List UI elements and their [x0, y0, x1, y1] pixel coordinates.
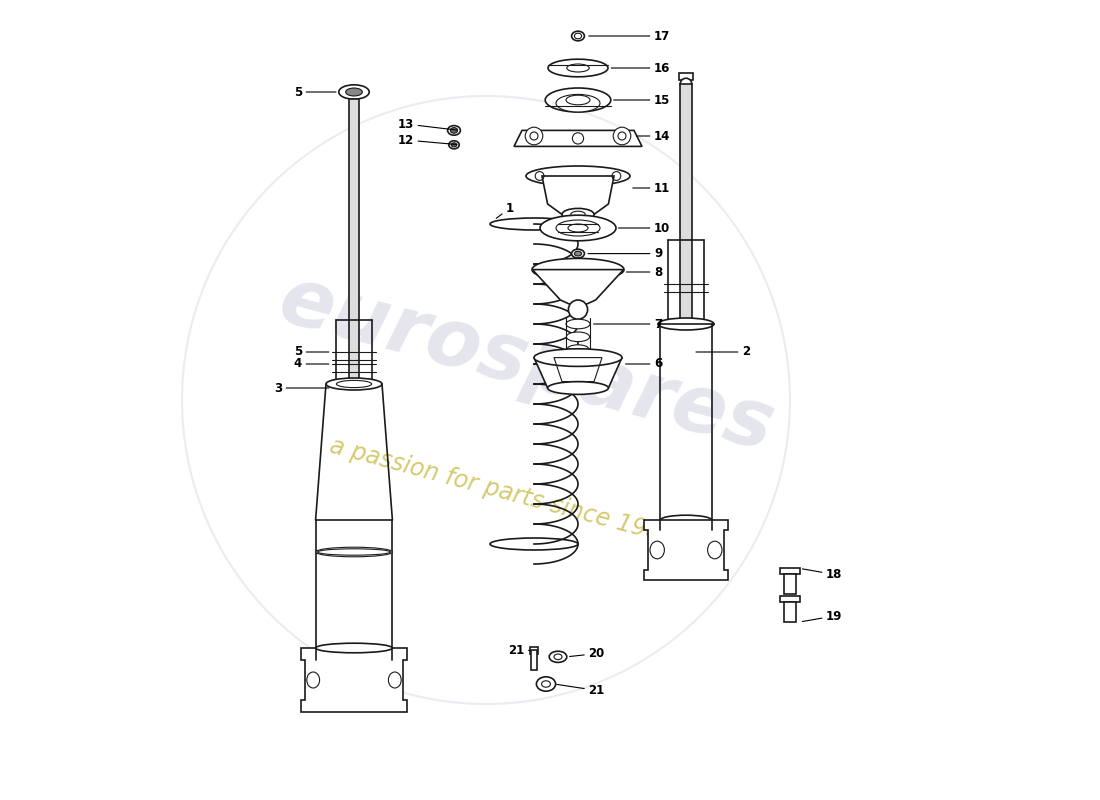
Text: 5: 5: [294, 346, 329, 358]
Ellipse shape: [572, 249, 584, 258]
Ellipse shape: [566, 332, 590, 342]
Bar: [531, 650, 537, 670]
Polygon shape: [301, 648, 407, 712]
Ellipse shape: [526, 166, 630, 186]
Ellipse shape: [316, 643, 393, 653]
Text: 13: 13: [398, 118, 456, 130]
Ellipse shape: [540, 215, 616, 241]
Text: 18: 18: [802, 568, 843, 581]
Text: 12: 12: [398, 134, 456, 146]
Text: 9: 9: [588, 247, 662, 260]
Ellipse shape: [569, 300, 587, 319]
Ellipse shape: [562, 208, 594, 220]
Ellipse shape: [316, 547, 393, 557]
Ellipse shape: [532, 258, 624, 281]
Ellipse shape: [537, 677, 556, 691]
Text: 8: 8: [626, 266, 662, 278]
Ellipse shape: [568, 370, 588, 380]
Text: 7: 7: [594, 318, 662, 330]
Ellipse shape: [568, 358, 588, 367]
Ellipse shape: [548, 382, 608, 394]
Polygon shape: [532, 270, 624, 308]
Ellipse shape: [556, 94, 600, 112]
Ellipse shape: [571, 211, 585, 218]
Ellipse shape: [534, 349, 622, 366]
Text: 14: 14: [637, 130, 670, 142]
Text: eurospares: eurospares: [271, 261, 782, 467]
Text: 16: 16: [612, 62, 670, 74]
Bar: [530, 647, 538, 654]
Ellipse shape: [450, 127, 458, 133]
Ellipse shape: [554, 654, 562, 659]
Text: a passion for parts since 1985: a passion for parts since 1985: [327, 434, 678, 550]
Bar: [780, 597, 800, 602]
Ellipse shape: [566, 64, 590, 72]
Ellipse shape: [556, 220, 600, 236]
Ellipse shape: [680, 78, 692, 90]
Bar: [679, 73, 693, 80]
Bar: [784, 602, 796, 622]
Polygon shape: [534, 358, 622, 388]
Ellipse shape: [525, 127, 542, 145]
Text: 21: 21: [508, 644, 530, 657]
Bar: [780, 568, 800, 574]
Ellipse shape: [337, 380, 372, 388]
Text: 5: 5: [294, 86, 335, 98]
Ellipse shape: [449, 141, 459, 149]
Ellipse shape: [650, 541, 664, 558]
Text: 20: 20: [570, 647, 605, 660]
Text: 11: 11: [632, 182, 670, 194]
Ellipse shape: [339, 85, 370, 99]
Text: 2: 2: [696, 346, 750, 358]
Text: 6: 6: [626, 358, 662, 370]
Ellipse shape: [658, 318, 714, 330]
Ellipse shape: [541, 681, 550, 687]
Ellipse shape: [451, 143, 456, 147]
Ellipse shape: [326, 378, 382, 390]
Text: 10: 10: [618, 222, 670, 234]
Ellipse shape: [307, 672, 320, 688]
Ellipse shape: [566, 95, 590, 105]
Polygon shape: [349, 99, 359, 384]
Ellipse shape: [388, 672, 401, 688]
Ellipse shape: [707, 541, 722, 558]
Ellipse shape: [570, 302, 586, 310]
Ellipse shape: [574, 251, 582, 256]
Text: 21: 21: [557, 684, 605, 697]
Ellipse shape: [660, 515, 712, 525]
Text: 17: 17: [588, 30, 670, 42]
Polygon shape: [542, 176, 614, 214]
Ellipse shape: [574, 34, 582, 38]
Text: 15: 15: [614, 94, 670, 106]
Text: 3: 3: [274, 382, 329, 394]
Polygon shape: [645, 520, 727, 580]
Bar: [784, 574, 796, 594]
Text: 4: 4: [294, 358, 329, 370]
Text: 19: 19: [802, 610, 843, 622]
Polygon shape: [681, 84, 692, 324]
Ellipse shape: [345, 88, 362, 96]
Ellipse shape: [613, 127, 630, 145]
Ellipse shape: [568, 224, 588, 232]
Ellipse shape: [548, 59, 608, 77]
Ellipse shape: [549, 651, 566, 662]
Ellipse shape: [448, 126, 461, 135]
Ellipse shape: [566, 319, 590, 329]
Ellipse shape: [546, 88, 611, 112]
Polygon shape: [514, 130, 642, 146]
Ellipse shape: [572, 31, 584, 41]
Ellipse shape: [566, 345, 590, 354]
Text: 1: 1: [496, 202, 514, 218]
